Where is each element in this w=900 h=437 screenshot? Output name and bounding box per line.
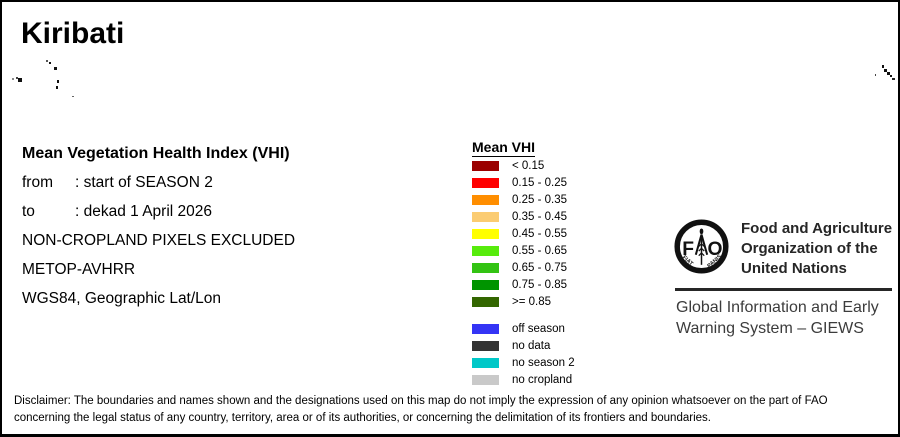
legend-row: 0.25 - 0.35 xyxy=(472,194,567,206)
legend-row: 0.55 - 0.65 xyxy=(472,245,567,257)
legend-row: 0.15 - 0.25 xyxy=(472,177,567,189)
island-dot xyxy=(46,60,48,62)
legend-row: 0.35 - 0.45 xyxy=(472,211,567,223)
legend-swatch xyxy=(472,212,499,222)
island-dot xyxy=(16,77,18,79)
fao-divider xyxy=(675,288,892,291)
legend-swatch xyxy=(472,324,499,334)
fao-logo-icon: F O FIAT PANIS xyxy=(674,219,729,274)
giews-line: Global Information and Early xyxy=(676,299,879,316)
info-lines: from : start of SEASON 2 to : dekad 1 April… xyxy=(22,168,295,313)
legend-swatch xyxy=(472,280,499,290)
vhi-heading: Mean Vegetation Health Index (VHI) xyxy=(22,145,290,162)
legend-swatch xyxy=(472,229,499,239)
legend-swatch xyxy=(472,178,499,188)
info-line-label: to xyxy=(22,203,35,220)
info-line: from : start of SEASON 2 xyxy=(22,168,295,197)
island-dot xyxy=(72,96,74,97)
map-info-block: Mean Vegetation Health Index (VHI) from:… xyxy=(22,139,295,313)
island-dot xyxy=(882,65,884,68)
island-dot xyxy=(56,86,58,89)
legend-swatch xyxy=(472,195,499,205)
legend-row: >= 0.85 xyxy=(472,296,567,308)
info-line: WGS84, Geographic Lat/Lon xyxy=(22,284,295,313)
info-line: NON-CROPLAND PIXELS EXCLUDED xyxy=(22,226,295,255)
info-line-value: NON-CROPLAND PIXELS EXCLUDED xyxy=(22,232,296,249)
info-line-value: METOP-AVHRR xyxy=(22,261,136,278)
island-dot xyxy=(54,67,57,70)
disclaimer-line: concerning the legal status of any count… xyxy=(14,412,711,424)
legend-extra: off season no data no season 2 no cropland xyxy=(472,323,575,392)
page-title: Kiribati xyxy=(21,17,125,50)
legend-swatch xyxy=(472,161,499,171)
legend-swatch xyxy=(472,375,499,385)
island-dot xyxy=(892,78,895,80)
legend-row: 0.45 - 0.55 xyxy=(472,228,567,240)
island-dot xyxy=(49,62,51,64)
island-dot xyxy=(18,78,22,82)
fao-org-line: Organization of the xyxy=(741,240,878,257)
info-line-label: from xyxy=(22,174,53,191)
legend-label: 0.75 - 0.85 xyxy=(512,279,567,291)
legend-label: 0.25 - 0.35 xyxy=(512,194,567,206)
legend-label: no season 2 xyxy=(512,357,575,369)
legend-label: 0.55 - 0.65 xyxy=(512,245,567,257)
legend-swatch xyxy=(472,341,499,351)
fao-org-line: United Nations xyxy=(741,260,847,277)
fao-logo-letter-f: F xyxy=(682,239,694,260)
legend-row: < 0.15 xyxy=(472,160,567,172)
info-line-value: : dekad 1 April 2026 xyxy=(75,203,213,220)
info-line: to : dekad 1 April 2026 xyxy=(22,197,295,226)
legend-row: 0.75 - 0.85 xyxy=(472,279,567,291)
legend-swatch xyxy=(472,246,499,256)
info-line: METOP-AVHRR xyxy=(22,255,295,284)
legend-row: no data xyxy=(472,340,575,352)
island-dot xyxy=(875,74,876,76)
legend-title: Mean VHI xyxy=(472,139,536,157)
info-line-value: : start of SEASON 2 xyxy=(75,174,213,191)
fao-org-name: Food and Agriculture Organization of the U… xyxy=(741,219,892,279)
legend-label: >= 0.85 xyxy=(512,296,552,308)
island-dot xyxy=(884,69,887,72)
legend-label: < 0.15 xyxy=(512,160,545,172)
legend-row: no cropland xyxy=(472,374,575,386)
legend-swatch xyxy=(472,358,499,368)
legend-label: no cropland xyxy=(512,374,573,386)
legend-label: 0.35 - 0.45 xyxy=(512,211,567,223)
island-dot xyxy=(887,72,890,75)
fao-org-line: Food and Agriculture xyxy=(741,220,893,237)
legend-label: no data xyxy=(512,340,551,352)
legend-label: 0.45 - 0.55 xyxy=(512,228,567,240)
disclaimer-text: Disclaimer: The boundaries and names sho… xyxy=(14,393,890,427)
legend-label: off season xyxy=(512,323,565,335)
legend-swatch xyxy=(472,263,499,273)
legend-row: 0.65 - 0.75 xyxy=(472,262,567,274)
wheat-ear-icon xyxy=(694,228,709,265)
legend-swatch xyxy=(472,297,499,307)
island-dot xyxy=(890,75,892,77)
legend-classes: < 0.15 0.15 - 0.25 0.25 - 0.35 0.35 - 0.45 0… xyxy=(472,160,567,314)
legend-row: no season 2 xyxy=(472,357,575,369)
info-line-value: WGS84, Geographic Lat/Lon xyxy=(22,290,222,307)
giews-line: Warning System – GIEWS xyxy=(676,320,864,337)
legend-label: 0.65 - 0.75 xyxy=(512,262,567,274)
island-dot xyxy=(12,78,14,80)
disclaimer-line: Disclaimer: The boundaries and names sho… xyxy=(14,395,828,407)
legend-row: off season xyxy=(472,323,575,335)
legend-label: 0.15 - 0.25 xyxy=(512,177,567,189)
giews-subtitle: Global Information and Early Warning Syst… xyxy=(676,297,879,339)
island-dot xyxy=(57,80,59,83)
fao-logo-letter-o: O xyxy=(707,239,722,260)
